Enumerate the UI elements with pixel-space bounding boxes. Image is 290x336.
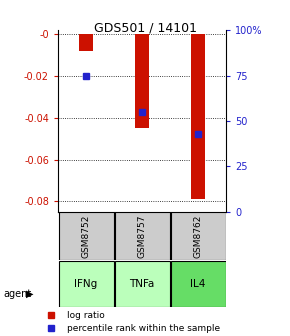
Text: IL4: IL4 xyxy=(191,279,206,289)
Text: GSM8752: GSM8752 xyxy=(81,214,90,258)
Bar xyxy=(191,34,205,199)
FancyBboxPatch shape xyxy=(171,212,226,260)
Text: GSM8757: GSM8757 xyxy=(137,214,147,258)
Bar xyxy=(135,34,149,128)
FancyBboxPatch shape xyxy=(59,261,113,307)
Text: GSM8762: GSM8762 xyxy=(194,214,203,258)
FancyBboxPatch shape xyxy=(115,261,170,307)
Text: TNFa: TNFa xyxy=(129,279,155,289)
Text: log ratio: log ratio xyxy=(67,310,105,320)
Text: percentile rank within the sample: percentile rank within the sample xyxy=(67,324,220,333)
FancyBboxPatch shape xyxy=(59,212,113,260)
FancyBboxPatch shape xyxy=(115,212,170,260)
FancyBboxPatch shape xyxy=(171,261,226,307)
Text: ▶: ▶ xyxy=(26,289,34,299)
Text: GDS501 / 14101: GDS501 / 14101 xyxy=(93,22,197,35)
Text: IFNg: IFNg xyxy=(75,279,98,289)
Text: agent: agent xyxy=(3,289,31,299)
Bar xyxy=(79,34,93,51)
